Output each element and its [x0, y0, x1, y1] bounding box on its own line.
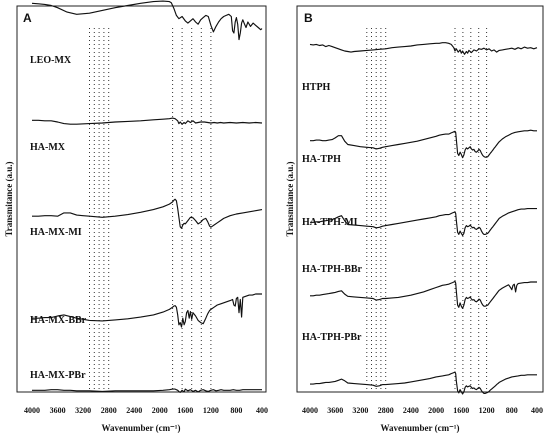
series-label-ha-mx-pbr: HA-MX-PBr — [30, 370, 86, 381]
panel-b-bands — [366, 28, 488, 389]
panel-a-frame — [16, 5, 267, 393]
panel-b-series-labels: HTPH HA-TPH HA-TPH-MI HA-TPH-BBr HA-TPH-PBr — [302, 82, 363, 343]
x-tick-label: 800 — [506, 406, 518, 415]
spectrum-leo-mx — [31, 0, 263, 41]
panel-b-spectra — [309, 42, 538, 395]
x-tick-label: 400 — [256, 406, 268, 415]
panel-a-y-axis-title: Transmitance (a.u.) — [4, 161, 14, 236]
x-tick-label: 2800 — [101, 406, 117, 415]
series-label-ha-mx-bbr: HA-MX-BBr — [30, 315, 87, 326]
spectrum-ha-mx-pbr — [32, 388, 262, 393]
panel-b-y-axis-title: Transmitance (a.u.) — [285, 161, 295, 236]
series-label-leo-mx: LEO-MX — [30, 55, 72, 66]
x-tick-label: 1600 — [177, 406, 193, 415]
series-label-ha-tph-bbr: HA-TPH-BBr — [302, 264, 363, 275]
panel-a: A LEO-MXHA-MXHA-MX-MIHA-MX-BBrHA-MX-PBr … — [4, 0, 268, 433]
spectrum-ha-mx-mi — [32, 198, 263, 229]
series-label-htph: HTPH — [302, 82, 331, 93]
panel-b-letter: B — [304, 11, 313, 25]
x-tick-label: 1200 — [479, 406, 495, 415]
x-tick-label: 800 — [230, 406, 242, 415]
spectrum-ha-tph-bbr — [310, 280, 537, 309]
panel-a-bands — [89, 28, 212, 389]
panel-a-x-ticks: 4000 3600 3200 2800 2400 2000 1600 1200 800 400 — [24, 406, 268, 415]
x-tick-label: 3200 — [352, 406, 368, 415]
x-tick-label: 3600 — [50, 406, 66, 415]
x-tick-label: 3600 — [327, 406, 343, 415]
spectrum-ha-tph-pbr — [310, 371, 537, 395]
panel-b-x-ticks: 4000 3600 3200 2800 2400 2000 1600 1200 800 400 — [302, 406, 543, 415]
panel-b-x-axis-title: Wavenumber (cm⁻¹) — [380, 423, 459, 433]
series-label-ha-tph: HA-TPH — [302, 154, 341, 165]
x-tick-label: 2400 — [403, 406, 419, 415]
panel-a-series-labels: LEO-MX HA-MX HA-MX-MI HA-MX-BBr HA-MX-PBr — [30, 55, 87, 381]
series-label-ha-tph-mi: HA-TPH-MI — [302, 217, 358, 228]
series-label-ha-mx-mi: HA-MX-MI — [30, 227, 82, 238]
x-tick-label: 4000 — [24, 406, 40, 415]
spectrum-ha-tph — [310, 129, 537, 159]
series-label-ha-tph-pbr: HA-TPH-PBr — [302, 332, 362, 343]
panel-a-letter: A — [23, 11, 32, 25]
x-tick-label: 3200 — [75, 406, 91, 415]
panel-a-spectra — [31, 0, 263, 393]
spectrum-htph — [309, 42, 538, 55]
x-tick-label: 1600 — [453, 406, 469, 415]
spectrum-ha-mx-bbr — [32, 293, 262, 328]
x-tick-label: 1200 — [203, 406, 219, 415]
x-tick-label: 2800 — [378, 406, 394, 415]
panel-b: B HTPH HA-TPH HA-TPH-MI HA-TPH-BBr HA-TPH-PB… — [285, 5, 544, 433]
spectrum-ha-mx — [32, 117, 263, 125]
series-label-ha-mx: HA-MX — [30, 142, 66, 153]
panel-b-frame — [296, 5, 544, 393]
spectrum-ha-tph-mi — [310, 208, 537, 237]
panel-a-x-axis-title: Wavenumber (cm⁻¹) — [101, 423, 180, 433]
x-tick-label: 2000 — [152, 406, 168, 415]
x-tick-label: 400 — [531, 406, 543, 415]
x-tick-label: 4000 — [302, 406, 318, 415]
x-tick-label: 2400 — [126, 406, 142, 415]
x-tick-label: 2000 — [428, 406, 444, 415]
